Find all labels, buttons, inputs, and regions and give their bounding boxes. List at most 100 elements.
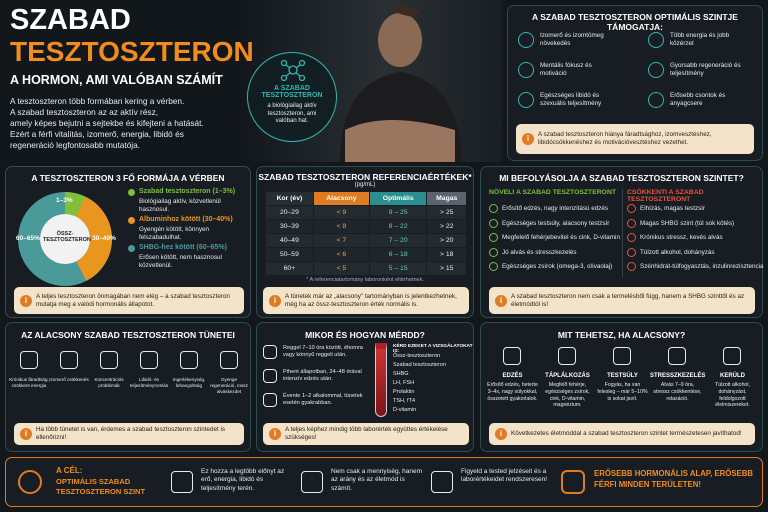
man-silhouette <box>340 5 462 162</box>
forms-panel: A TESZTOSZTERON 3 FŐ FORMÁJA A VÉRBEN ÖSS… <box>5 166 251 318</box>
table-cell: < 5 <box>313 262 369 275</box>
influence-item: Elhízás, magas testzsír <box>640 205 706 212</box>
footer-item: Ez hozza a legtöbb előnyt az erő, energi… <box>201 468 285 492</box>
column-title: CSÖKKENTI A SZABAD TESZTOSZTERONT <box>627 189 704 203</box>
symptoms-panel: AZ ALACSONY SZABAD TESZTOSZTERON TÜNETEI… <box>5 322 251 452</box>
test: Prolaktin <box>393 389 415 395</box>
test: LH, FSH <box>393 380 415 386</box>
divider <box>622 189 623 277</box>
panel-title: A SZABAD TESZTOSZTERON OPTIMÁLIS SZINTJE… <box>532 12 738 32</box>
influence-item: Túlzott alkohol, dohányzás <box>640 248 715 256</box>
panel-title: SZABAD TESZTOSZTERON REFERENCIAÉRTÉKEK* <box>258 172 472 182</box>
bullet-icon <box>627 262 636 271</box>
action-title: STRESSZKEZELÉS <box>650 373 706 379</box>
actions-panel: MIT TEHETSZ, HA ALACSONY? EDZÉS Erősítő ed… <box>480 322 763 452</box>
legend-text: Erősen kötött, nem hasznosul közvetlenül… <box>139 254 222 269</box>
table-cell: > 18 <box>427 248 466 261</box>
symptom-icon <box>60 351 78 369</box>
panel-title: MIKOR ÉS HOGYAN MÉRDD? <box>305 330 425 340</box>
icon <box>518 92 534 108</box>
footer-item: Nem csak a mennyiség, hanem az arány és … <box>331 468 423 492</box>
title: TESZTOSZTERON <box>10 36 254 67</box>
bullet-icon <box>489 247 498 257</box>
unit: (pg/mL) <box>354 182 376 188</box>
panel-title: A TESZTOSZTERON 3 FŐ FORMÁJA A VÉRBEN <box>31 173 225 183</box>
legend-swatch <box>128 189 135 196</box>
table-cell: 60+ <box>266 262 313 275</box>
benefit: Több energia és jobb közérzet <box>670 32 730 47</box>
table-cell: 7 – 20 <box>369 234 427 247</box>
influence-panel: MI BEFOLYÁSOLJA A SZABAD TESZTOSZTERON S… <box>480 166 764 318</box>
test: SHBG <box>393 371 409 377</box>
symptom-icon <box>220 351 238 369</box>
legend-name: SHBG-hez kötött (60–65%) <box>139 244 227 251</box>
bullet-icon <box>627 218 636 228</box>
action-text: Túlzott alkohol, dohányzást, feldolgozot… <box>715 382 750 409</box>
bullet-icon <box>627 247 636 257</box>
intro: A tesztoszteron több formában kering a v… <box>10 96 204 151</box>
test: Össz-tesztoszteron <box>393 353 441 359</box>
benefit: Izomerő és izomtömeg növekedés <box>540 32 604 47</box>
target-icon <box>18 470 42 494</box>
benefit: Gyorsabb regeneráció és teljesítmény <box>670 62 741 77</box>
footer-item: Figyeld a tested jelzéseit és a laborért… <box>461 468 547 484</box>
blood-tube <box>375 343 387 417</box>
benefit: Egészséges libidó és szexuális teljesítm… <box>540 92 602 107</box>
bullet-icon <box>627 204 636 213</box>
test: Szabad tesztoszteron <box>393 362 446 368</box>
influence-item: Megfelelő fehérjebevitel és cink, D-vita… <box>502 234 620 241</box>
table-cell: 5 – 15 <box>369 262 427 275</box>
badge-text: a biológiailag aktív tesztoszteron, ami … <box>267 103 317 124</box>
symptom-icon <box>180 351 198 369</box>
bullet-icon <box>627 233 636 242</box>
muscle-icon <box>561 470 585 494</box>
symptom: Gyenge regeneráció, rossz alváskezdet <box>210 377 248 394</box>
table-cell: 30–39 <box>266 220 313 233</box>
header-cell: Alacsony <box>313 192 369 205</box>
bullet-icon <box>489 218 498 228</box>
benefit: Mentális fókusz és motiváció <box>540 62 592 77</box>
reference-panel: SZABAD TESZTOSZTERON REFERENCIAÉRTÉKEK*(… <box>256 166 474 318</box>
icon <box>518 62 534 78</box>
bullet-icon <box>489 262 498 271</box>
action-icon <box>723 347 741 365</box>
action-title: KERÜLD <box>720 373 745 379</box>
table-cell: > 25 <box>427 206 466 219</box>
symptom-icon <box>140 351 158 369</box>
symptom: Krónikus fáradtság, csökkent energia <box>9 377 49 388</box>
note: A tünetek már az „alacsony” tartományban… <box>263 287 469 314</box>
action-icon <box>668 347 686 365</box>
table-cell: < 6 <box>313 248 369 261</box>
table-cell: 6 – 18 <box>369 248 427 261</box>
influence-item: Krónikus stressz, kevés alvás <box>640 234 723 241</box>
influence-item: Egészséges testsúly, alacsony testzsír <box>502 219 610 227</box>
influence-item: Magas SHBG szint (túl sok kötés) <box>640 219 735 227</box>
bullet-icon <box>489 204 498 213</box>
test: TSH, fT4 <box>393 398 416 404</box>
action-text: Fogyás, ha van felesleg – már 5–10% is s… <box>597 382 648 402</box>
segment-label: 60–65% <box>16 235 40 242</box>
header-cell: Kor (év) <box>266 192 313 205</box>
action-text: Erősítő edzés, heterte 3–4x, nagy súlyok… <box>487 382 538 402</box>
influence-item: Erősítő edzés, nagy intenzitású edzés <box>502 205 609 212</box>
note: A teljes tesztoszteron önmagában nem elé… <box>14 287 244 314</box>
donut-center: ÖSSZ-TESZTOSZTERON <box>43 231 91 243</box>
goal-label: A CÉL: <box>56 466 83 475</box>
icon <box>518 32 534 48</box>
footnote: * A referenciatartomány laboronként elté… <box>306 277 424 283</box>
legend-text: Gyengén kötött, könnyen felszabadulhat. <box>139 226 210 241</box>
table-cell: < 7 <box>313 234 369 247</box>
measure-panel: MIKOR ÉS HOGYAN MÉRDD? Reggel 7–10 óra kö… <box>256 322 474 452</box>
action-icon <box>558 347 576 365</box>
bullet-icon <box>489 233 498 242</box>
header-cell: Optimális <box>369 192 427 205</box>
donut <box>18 192 112 286</box>
segment-label: 1–3% <box>56 197 73 204</box>
symptom-icon <box>20 351 38 369</box>
column-title: NÖVELI A SZABAD TESZTOSZTERONT <box>489 189 617 196</box>
table-cell: 8 – 22 <box>369 220 427 233</box>
